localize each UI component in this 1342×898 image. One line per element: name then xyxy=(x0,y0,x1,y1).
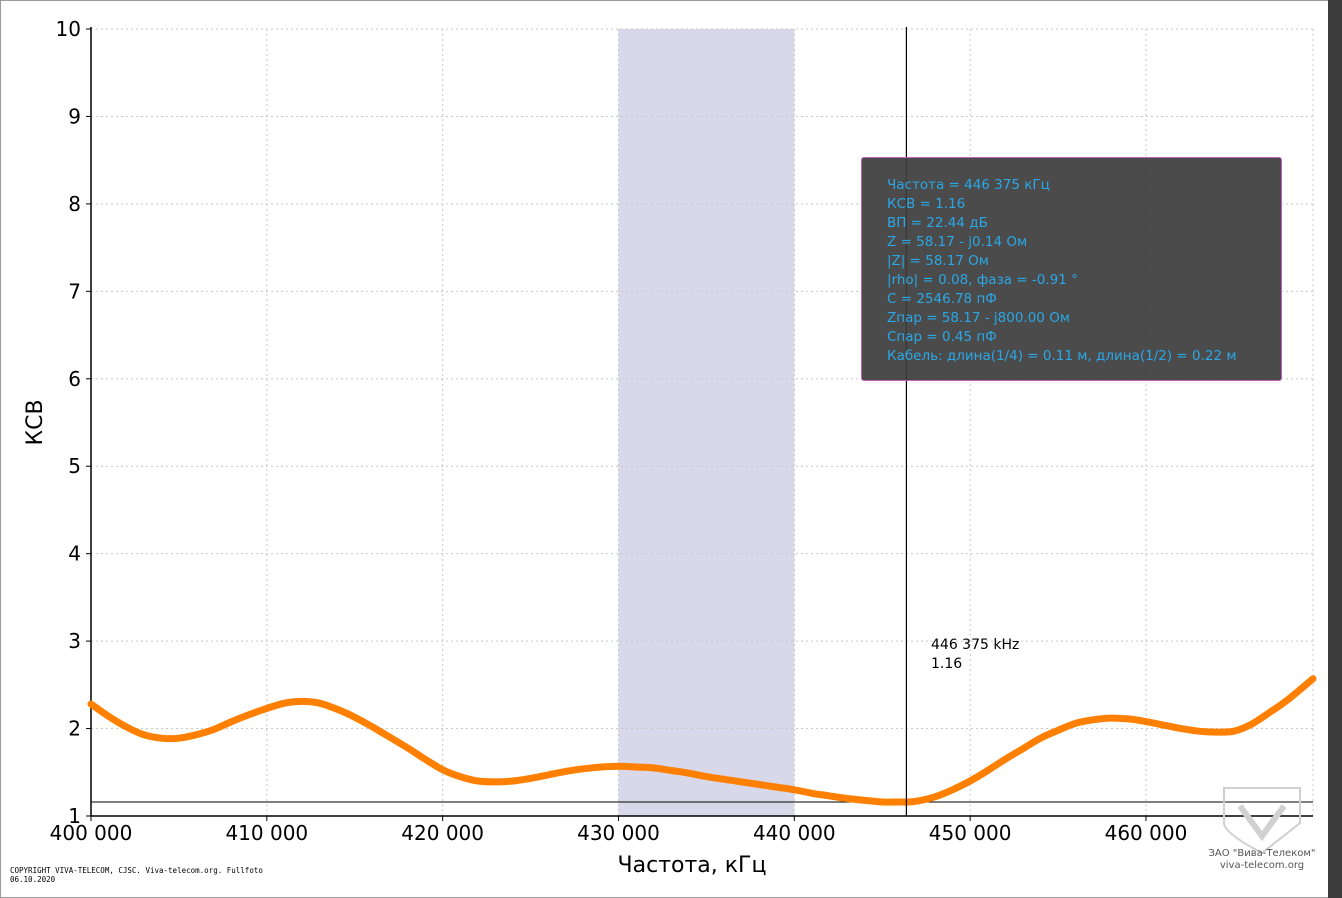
x-tick-label-4: 440 000 xyxy=(753,821,836,845)
y-tick-label-1: 2 xyxy=(68,717,81,741)
x-tick-label-2: 420 000 xyxy=(401,821,484,845)
y-tick-label-6: 7 xyxy=(68,279,81,303)
x-tick-label-1: 410 000 xyxy=(225,821,308,845)
info-capacitance: C = 2546.78 пФ xyxy=(887,291,997,307)
window-edge xyxy=(1328,0,1342,898)
marker-vswr-label: 1.16 xyxy=(931,656,963,672)
info-frequency: Частота = 446 375 кГц xyxy=(887,177,1050,193)
marker-label: 446 375 kHz 1.16 xyxy=(931,636,1019,674)
x-tick-label-5: 450 000 xyxy=(929,821,1012,845)
watermark-company: ЗАО "Вива-Телеком" xyxy=(1208,848,1316,859)
marker-frequency-label: 446 375 kHz xyxy=(931,637,1020,653)
x-tick-label-3: 430 000 xyxy=(577,821,660,845)
y-axis-title: КСВ xyxy=(23,399,48,445)
info-vswr: КСВ = 1.16 xyxy=(887,196,966,212)
y-tick-label-3: 4 xyxy=(68,542,81,566)
watermark-v-icon xyxy=(1237,804,1287,842)
info-parallel-impedance: Zпар = 58.17 - j800.00 Ом xyxy=(887,310,1071,326)
x-tick-label-6: 460 000 xyxy=(1105,821,1188,845)
y-tick-label-4: 5 xyxy=(68,454,81,478)
vswr-curve-0 xyxy=(87,675,1317,806)
info-impedance: Z = 58.17 - j0.14 Ом xyxy=(887,234,1028,250)
x-axis-title: Частота, кГц xyxy=(618,853,767,878)
x-tick-label-0: 400 000 xyxy=(50,821,133,845)
watermark-shield-icon xyxy=(1223,787,1301,855)
y-tick-label-2: 3 xyxy=(68,629,81,653)
y-tick-label-8: 9 xyxy=(68,104,81,128)
y-tick-label-7: 8 xyxy=(68,192,81,216)
info-parallel-capacitance: Cпар = 0.45 пФ xyxy=(887,329,997,345)
y-tick-label-9: 10 xyxy=(56,17,81,41)
info-reflection: |rho| = 0.08, фаза = -0.91 ° xyxy=(887,272,1078,288)
info-cable-length: Кабель: длина(1/4) = 0.11 м, длина(1/2) … xyxy=(887,348,1237,364)
y-tick-label-0: 1 xyxy=(68,804,81,828)
highlight-band xyxy=(618,29,795,816)
y-tick-label-5: 6 xyxy=(68,367,81,391)
marker-info-panel: Частота = 446 375 кГц КСВ = 1.16 ВП = 22… xyxy=(861,157,1282,381)
watermark-url: viva-telecom.org xyxy=(1219,860,1305,871)
watermark-text: ЗАО "Вива-Телеком" viva-telecom.org xyxy=(1200,848,1324,872)
info-return-loss: ВП = 22.44 дБ xyxy=(887,215,988,231)
info-impedance-magnitude: |Z| = 58.17 Ом xyxy=(887,253,989,269)
copyright-text: COPYRIGHT VIVA-TELECOM, CJSC. Viva-telec… xyxy=(10,866,263,884)
